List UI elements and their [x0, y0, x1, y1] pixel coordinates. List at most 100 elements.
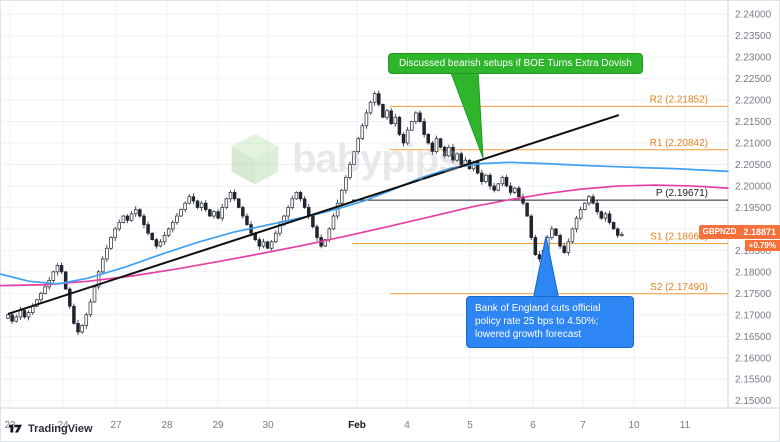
price-tick-label: 2.15500 — [735, 375, 772, 386]
time-axis-label: 6 — [530, 420, 536, 431]
candle — [183, 202, 187, 210]
candle — [368, 101, 373, 114]
candle — [492, 185, 496, 191]
price-tick-label: 2.20000 — [735, 181, 772, 192]
candle — [451, 146, 455, 161]
candle — [257, 239, 262, 247]
candle — [55, 265, 60, 273]
candle — [558, 235, 562, 247]
candle — [92, 286, 97, 303]
candle — [480, 172, 484, 183]
candle — [175, 215, 179, 223]
candle — [105, 247, 109, 260]
price-tick-label: 2.22000 — [735, 96, 772, 107]
candle — [199, 202, 204, 208]
candle — [10, 314, 14, 322]
candle — [265, 241, 270, 249]
price-tick-label: 2.17000 — [735, 310, 772, 321]
last-price-label: 2.18871 — [740, 225, 780, 240]
candle — [158, 241, 163, 247]
price-tick-label: 2.20500 — [735, 160, 772, 171]
price-tick-label: 2.23000 — [735, 53, 772, 64]
time-axis-label: 10 — [628, 420, 640, 431]
candle — [410, 121, 414, 131]
candle — [595, 202, 599, 213]
green-callout[interactable]: Discussed bearish setups if BOE Turns Ex… — [388, 53, 643, 74]
price-tick-label: 2.22500 — [735, 74, 772, 85]
candle — [109, 237, 113, 249]
candle — [414, 112, 418, 122]
candle — [426, 134, 430, 144]
candle — [513, 187, 517, 193]
candle — [236, 198, 241, 208]
candle — [274, 232, 278, 243]
candle — [525, 202, 529, 217]
candle — [488, 174, 492, 187]
candle — [311, 215, 315, 228]
candle — [574, 217, 579, 230]
candle — [232, 192, 237, 200]
tradingview-logo-text: TradingView — [28, 422, 93, 435]
candle — [397, 116, 402, 135]
candle — [113, 228, 117, 238]
candle — [290, 198, 295, 208]
candle — [459, 153, 463, 165]
candle — [327, 228, 332, 240]
candle — [447, 146, 451, 157]
candle — [121, 215, 126, 223]
candle — [220, 207, 224, 219]
pivot-label: P (2.19671) — [656, 188, 708, 199]
candle — [22, 310, 27, 318]
candle — [389, 110, 393, 125]
candle — [187, 196, 192, 204]
candle — [438, 138, 443, 148]
price-badge: GBPNZD 2.18871 +0.79% — [698, 225, 780, 252]
candle — [212, 211, 216, 217]
ma-line-blue — [0, 161, 729, 285]
price-tick-label: 2.21000 — [735, 139, 772, 150]
price-tick-label: 2.24000 — [735, 10, 772, 21]
candle — [261, 241, 266, 247]
candle — [117, 222, 121, 230]
candle — [587, 196, 591, 204]
candle — [286, 207, 290, 217]
candle — [599, 211, 604, 219]
candle — [578, 209, 583, 219]
candle — [541, 250, 546, 260]
pivot-label: R2 (2.21852) — [650, 94, 708, 105]
candle — [72, 305, 76, 324]
candle — [216, 211, 220, 219]
candle — [59, 265, 64, 273]
candle — [484, 174, 488, 183]
candle — [352, 151, 356, 165]
time-axis-label: 30 — [262, 420, 274, 431]
candle — [405, 129, 410, 144]
candle — [570, 228, 575, 243]
candle — [339, 189, 344, 204]
price-badge-row: GBPNZD 2.18871 — [698, 225, 780, 240]
candle — [603, 213, 608, 219]
candle — [171, 222, 175, 230]
candle — [88, 301, 93, 316]
candle — [315, 226, 319, 238]
candle — [101, 258, 105, 273]
candle — [434, 138, 439, 152]
candle — [442, 146, 447, 157]
candle — [84, 314, 89, 326]
price-tick-label: 2.16000 — [735, 353, 772, 364]
candle — [166, 228, 171, 236]
candle — [508, 185, 513, 193]
price-change-label: +0.79% — [744, 240, 780, 252]
blue-callout[interactable]: Bank of England cuts official policy rat… — [466, 296, 634, 348]
candle — [43, 286, 47, 294]
candle — [455, 153, 459, 161]
candle — [475, 161, 480, 174]
candle — [566, 241, 571, 253]
candle — [504, 177, 509, 187]
time-axis-label: 24 — [57, 420, 69, 431]
candle — [245, 215, 249, 225]
candle — [142, 215, 146, 225]
candle — [607, 213, 612, 223]
candle — [294, 192, 299, 200]
tradingview-logo[interactable]: TradingView — [8, 421, 93, 436]
